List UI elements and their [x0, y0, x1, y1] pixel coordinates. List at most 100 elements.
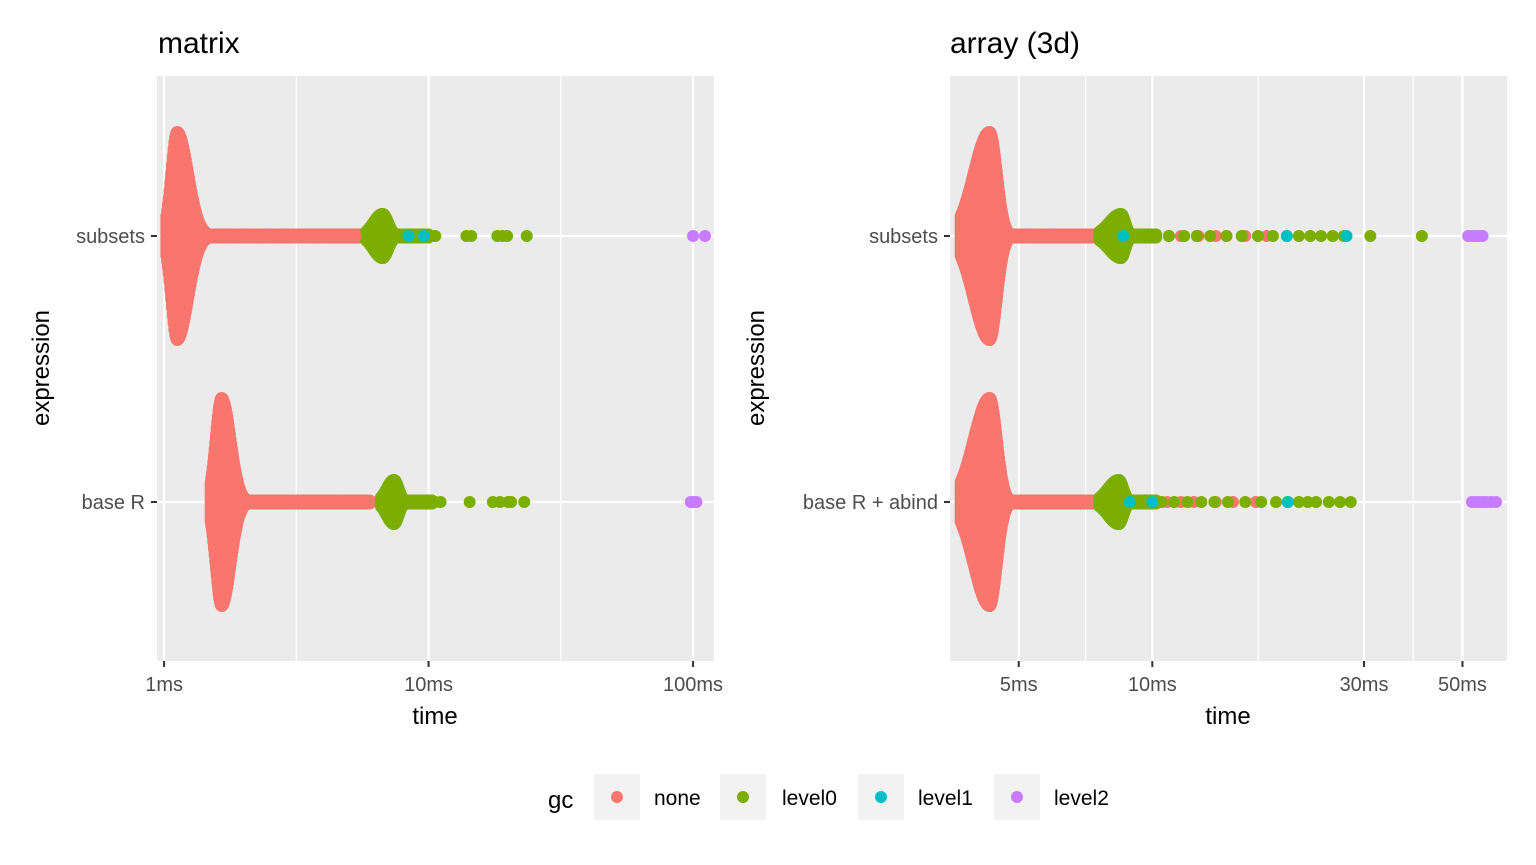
data-point [1040, 495, 1053, 508]
data-point-level0 [1322, 496, 1335, 508]
y-tick-label: subsets [869, 226, 938, 248]
data-point [1076, 495, 1089, 508]
data-point-level1 [1123, 496, 1136, 508]
x-tick-label: 50ms [1438, 674, 1487, 696]
data-point [406, 496, 419, 509]
distribution-none [204, 392, 376, 612]
data-point [1045, 228, 1058, 241]
data-point-level0 [505, 496, 518, 508]
data-point [391, 230, 404, 243]
y-tick-label: base R + abind [803, 492, 938, 514]
data-point-level0 [1334, 496, 1347, 508]
data-point-level0 [1181, 496, 1194, 508]
data-point-level1 [402, 230, 415, 242]
distribution-none [160, 126, 366, 346]
panel-background [157, 76, 714, 661]
data-point [276, 495, 289, 508]
data-point-level0 [1251, 230, 1264, 242]
panel-axes: 5ms 10ms 30ms 50ms subsets base R + abind [803, 226, 1487, 696]
panel-grid [950, 76, 1507, 661]
legend-key-dot [875, 791, 887, 803]
data-point-level1 [1117, 230, 1130, 242]
legend-label: level1 [918, 787, 973, 810]
data-point-level0 [434, 496, 447, 508]
legend-label: level0 [782, 787, 837, 810]
data-point-level0 [1239, 496, 1252, 508]
legend-label: level2 [1054, 787, 1109, 810]
data-point-level1 [1280, 230, 1293, 242]
data-point [240, 229, 253, 242]
legend-item-level1: level1 [858, 774, 973, 820]
x-axis-title: time [1205, 703, 1250, 730]
y-axis-title: expression [28, 310, 55, 426]
panel-background [950, 76, 1507, 661]
data-point [300, 229, 313, 242]
data-point [1062, 496, 1075, 509]
data-point-level2 [1476, 230, 1489, 242]
legend-item-none: none [594, 774, 701, 820]
panel-marks [954, 126, 1502, 612]
data-point-level0 [1178, 230, 1191, 242]
data-point-level0 [463, 496, 476, 508]
x-tick-label: 100ms [663, 674, 723, 696]
data-point-none [328, 496, 341, 508]
distribution-level0 [374, 474, 438, 530]
data-point-level0 [1304, 230, 1317, 242]
data-point-level0 [1190, 230, 1203, 242]
data-point-level0 [429, 230, 442, 242]
data-point-level0 [501, 230, 514, 242]
chart-panel-matrix: 1ms 10ms 100ms subsets base R matrix time ex… [28, 27, 723, 730]
data-point-level0 [1168, 496, 1181, 508]
data-point-level0 [1150, 230, 1163, 242]
x-tick-label: 10ms [1128, 674, 1177, 696]
data-point [1049, 495, 1062, 508]
data-point-level1 [417, 230, 430, 242]
legend-label: none [654, 787, 701, 810]
data-point-level1 [1146, 496, 1159, 508]
y-axis-title: expression [743, 310, 770, 426]
chart-panel-array-3d: 5ms 10ms 30ms 50ms subsets base R + abind arr… [743, 27, 1507, 730]
data-point-none [349, 230, 362, 242]
data-point-level0 [1310, 496, 1323, 508]
data-point-level0 [1344, 496, 1357, 508]
data-point-level0 [1208, 496, 1221, 508]
distribution-none [954, 392, 1116, 612]
y-tick-label: subsets [76, 226, 145, 248]
data-point-none [347, 496, 360, 508]
data-point-level0 [1270, 496, 1283, 508]
panel-marks [160, 126, 712, 612]
x-tick-label: 5ms [1000, 674, 1038, 696]
data-point-level0 [1220, 230, 1233, 242]
data-point-level0 [1162, 230, 1175, 242]
chart-title: array (3d) [950, 27, 1080, 60]
data-point [1020, 229, 1033, 242]
panel-axes: 1ms 10ms 100ms subsets base R [76, 226, 723, 696]
data-point-level2 [699, 230, 712, 242]
data-point [252, 230, 265, 243]
x-tick-label: 10ms [404, 674, 453, 696]
data-point-level0 [1292, 230, 1305, 242]
data-point-level0 [518, 496, 531, 508]
data-point-none [338, 496, 351, 508]
legend-key-dot [737, 791, 749, 803]
legend-item-level0: level0 [720, 774, 837, 820]
data-point [1069, 231, 1082, 244]
y-tick-label: base R [82, 492, 145, 514]
data-point-level0 [1292, 496, 1305, 508]
data-point-level0 [1221, 496, 1234, 508]
data-point-level1 [1340, 230, 1353, 242]
legend: gc none level0 level1 level2 [548, 774, 1109, 820]
data-point-level0 [1301, 496, 1314, 508]
data-point [299, 495, 312, 508]
data-point-level0 [1204, 230, 1217, 242]
legend-item-level2: level2 [994, 774, 1109, 820]
data-point-level2 [690, 496, 703, 508]
data-point-none [358, 496, 371, 508]
data-point [1130, 229, 1143, 242]
data-point-level0 [1155, 496, 1168, 508]
legend-key-dot [1011, 791, 1023, 803]
data-point-level0 [1195, 496, 1208, 508]
data-point-level0 [1315, 230, 1328, 242]
data-point-level0 [1415, 230, 1428, 242]
data-point-level0 [520, 230, 533, 242]
